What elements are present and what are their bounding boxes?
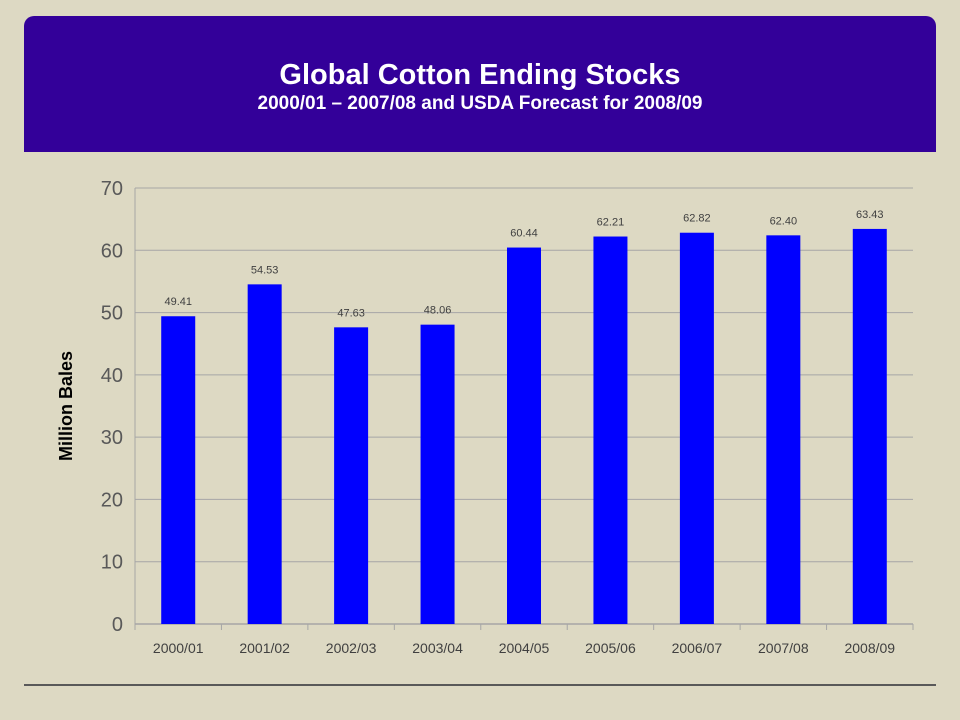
y-tick-label: 20 xyxy=(101,489,123,511)
bar xyxy=(593,236,628,624)
x-tick-label: 2001/02 xyxy=(239,640,290,656)
y-axis-label: Million Bales xyxy=(56,351,76,461)
bar-value-label: 62.40 xyxy=(770,215,798,227)
y-tick-label: 50 xyxy=(101,303,123,325)
bar xyxy=(334,327,369,624)
bar-value-label: 54.53 xyxy=(251,264,279,276)
bar-value-label: 63.43 xyxy=(856,209,884,221)
x-tick-label: 2005/06 xyxy=(585,640,636,656)
bar xyxy=(420,324,455,624)
chart-subtitle: 2000/01 – 2007/08 and USDA Forecast for … xyxy=(257,93,703,114)
x-axis-ticks: 2000/01 2001/02 2002/03 2003/04 2004/05 2005/… xyxy=(134,624,914,656)
bar xyxy=(161,316,196,624)
bar-value-label: 48.06 xyxy=(424,305,452,317)
bar-value-label: 62.82 xyxy=(683,213,711,225)
bar-value-label: 60.44 xyxy=(510,228,538,240)
y-tick-label: 10 xyxy=(101,552,123,574)
value-labels: 49.41 54.53 47.63 48.06 60.44 62.21 62.82 62.40… xyxy=(164,209,883,319)
bar xyxy=(852,228,887,625)
footer-divider xyxy=(24,684,936,686)
bar-value-label: 62.21 xyxy=(597,217,625,229)
y-axis-ticks: 0 10 20 30 40 50 60 70 xyxy=(101,178,123,636)
bar xyxy=(507,247,541,624)
bar xyxy=(766,235,801,624)
y-tick-label: 60 xyxy=(101,240,123,262)
y-tick-label: 70 xyxy=(101,178,123,200)
x-tick-label: 2003/04 xyxy=(412,640,463,656)
bar xyxy=(679,232,714,625)
bar xyxy=(247,284,282,624)
title-banner: Global Cotton Ending Stocks 2000/01 – 20… xyxy=(24,16,936,152)
bar-value-label: 47.63 xyxy=(337,307,365,319)
y-tick-label: 0 xyxy=(112,614,123,636)
bar-value-label: 49.41 xyxy=(164,296,192,308)
bars xyxy=(161,228,887,625)
y-tick-label: 40 xyxy=(101,365,123,387)
x-tick-label: 2002/03 xyxy=(326,640,377,656)
y-tick-label: 30 xyxy=(101,427,123,449)
x-tick-label: 2007/08 xyxy=(758,640,809,656)
x-tick-label: 2008/09 xyxy=(844,640,895,656)
x-tick-label: 2000/01 xyxy=(153,640,204,656)
chart-title: Global Cotton Ending Stocks xyxy=(279,59,681,91)
x-tick-label: 2004/05 xyxy=(499,640,550,656)
x-tick-label: 2006/07 xyxy=(672,640,723,656)
